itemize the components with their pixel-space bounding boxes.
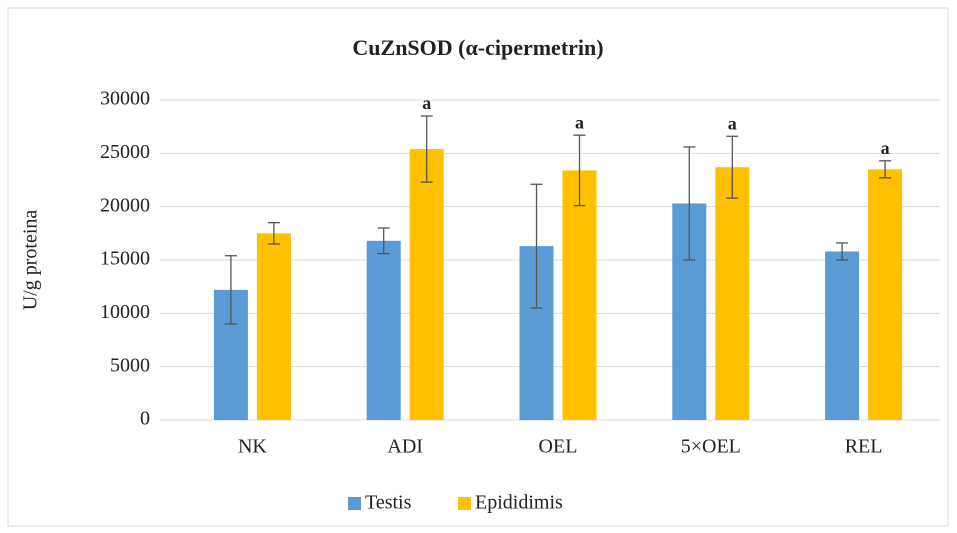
legend-swatch — [348, 497, 361, 510]
annotation: a — [728, 113, 737, 133]
bar — [409, 149, 444, 421]
legend-swatch — [458, 497, 471, 510]
error-bar — [836, 242, 849, 261]
chart-border — [7, 7, 949, 527]
bar — [825, 251, 860, 420]
error-bar — [224, 255, 237, 325]
x-tick-label: 5×OEL — [681, 436, 741, 458]
error-bar — [267, 222, 280, 245]
bar — [715, 167, 750, 420]
x-tick-label: ADI — [387, 436, 423, 458]
y-axis-label: U/g proteina — [20, 210, 42, 311]
y-tick-label: 15000 — [100, 248, 150, 270]
bar — [562, 170, 597, 420]
x-tick-label: REL — [845, 436, 883, 458]
legend-label: Epididimis — [475, 492, 563, 514]
y-tick-label: 0 — [140, 408, 150, 430]
y-tick-label: 10000 — [100, 301, 150, 323]
x-tick-label: NK — [238, 436, 267, 458]
y-tick-label: 25000 — [100, 141, 150, 163]
error-bar — [530, 183, 543, 309]
error-bar — [573, 134, 586, 207]
annotation: a — [881, 138, 890, 158]
error-bar — [726, 135, 739, 199]
x-tick-label: OEL — [539, 436, 578, 458]
chart-title: CuZnSOD (α-cipermetrin) — [352, 35, 603, 60]
annotation: a — [422, 93, 431, 113]
error-bar — [879, 160, 892, 179]
y-tick-label: 5000 — [110, 354, 150, 376]
error-bar — [683, 146, 696, 261]
error-bar — [377, 227, 390, 255]
bar — [256, 233, 291, 420]
legend-label: Testis — [365, 492, 412, 514]
bar — [366, 240, 401, 420]
y-tick-label: 30000 — [100, 88, 150, 110]
y-tick-label: 20000 — [100, 194, 150, 216]
error-bar — [420, 115, 433, 183]
bar — [868, 169, 903, 420]
annotation: a — [575, 112, 584, 132]
